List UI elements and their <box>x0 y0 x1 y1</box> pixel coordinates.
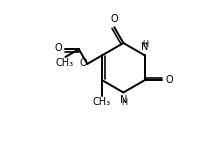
Text: O: O <box>54 43 62 53</box>
Text: N: N <box>120 95 128 105</box>
Text: CH₃: CH₃ <box>56 58 74 68</box>
Text: O: O <box>79 58 87 68</box>
Text: H: H <box>142 40 148 50</box>
Text: O: O <box>165 75 173 85</box>
Text: O: O <box>110 14 118 24</box>
Text: N: N <box>141 42 149 52</box>
Text: CH₃: CH₃ <box>93 97 111 107</box>
Text: H: H <box>121 98 127 107</box>
